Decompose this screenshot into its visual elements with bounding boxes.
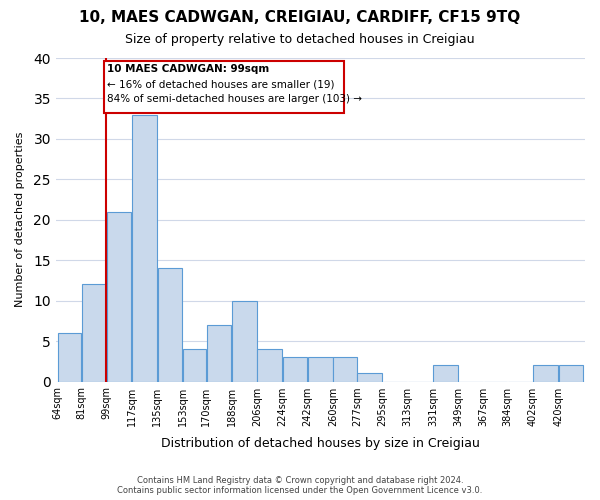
Bar (82, 284, 106, 382)
Bar (158, 268, 182, 382)
Bar (107, 212, 131, 382)
X-axis label: Distribution of detached houses by size in Creigiau: Distribution of detached houses by size … (161, 437, 480, 450)
Text: 84% of semi-detached houses are larger (103) →: 84% of semi-detached houses are larger (… (107, 94, 362, 104)
Text: Size of property relative to detached houses in Creigiau: Size of property relative to detached ho… (125, 32, 475, 46)
Bar (207, 325, 232, 382)
Text: 10, MAES CADWGAN, CREIGIAU, CARDIFF, CF15 9TQ: 10, MAES CADWGAN, CREIGIAU, CARDIFF, CF1… (79, 10, 521, 25)
FancyBboxPatch shape (104, 61, 344, 113)
Text: 10 MAES CADWGAN: 99sqm: 10 MAES CADWGAN: 99sqm (107, 64, 269, 74)
Bar (334, 358, 356, 382)
Bar (283, 358, 307, 382)
Y-axis label: Number of detached properties: Number of detached properties (15, 132, 25, 308)
Text: ← 16% of detached houses are smaller (19): ← 16% of detached houses are smaller (19… (107, 80, 335, 90)
Bar (183, 349, 206, 382)
Text: Contains HM Land Registry data © Crown copyright and database right 2024.
Contai: Contains HM Land Registry data © Crown c… (118, 476, 482, 495)
Bar (58, 333, 81, 382)
Bar (358, 374, 382, 382)
Bar (232, 300, 257, 382)
Bar (433, 366, 458, 382)
Bar (308, 358, 332, 382)
Bar (257, 349, 282, 382)
Bar (559, 366, 583, 382)
Bar (533, 366, 558, 382)
Bar (132, 114, 157, 382)
